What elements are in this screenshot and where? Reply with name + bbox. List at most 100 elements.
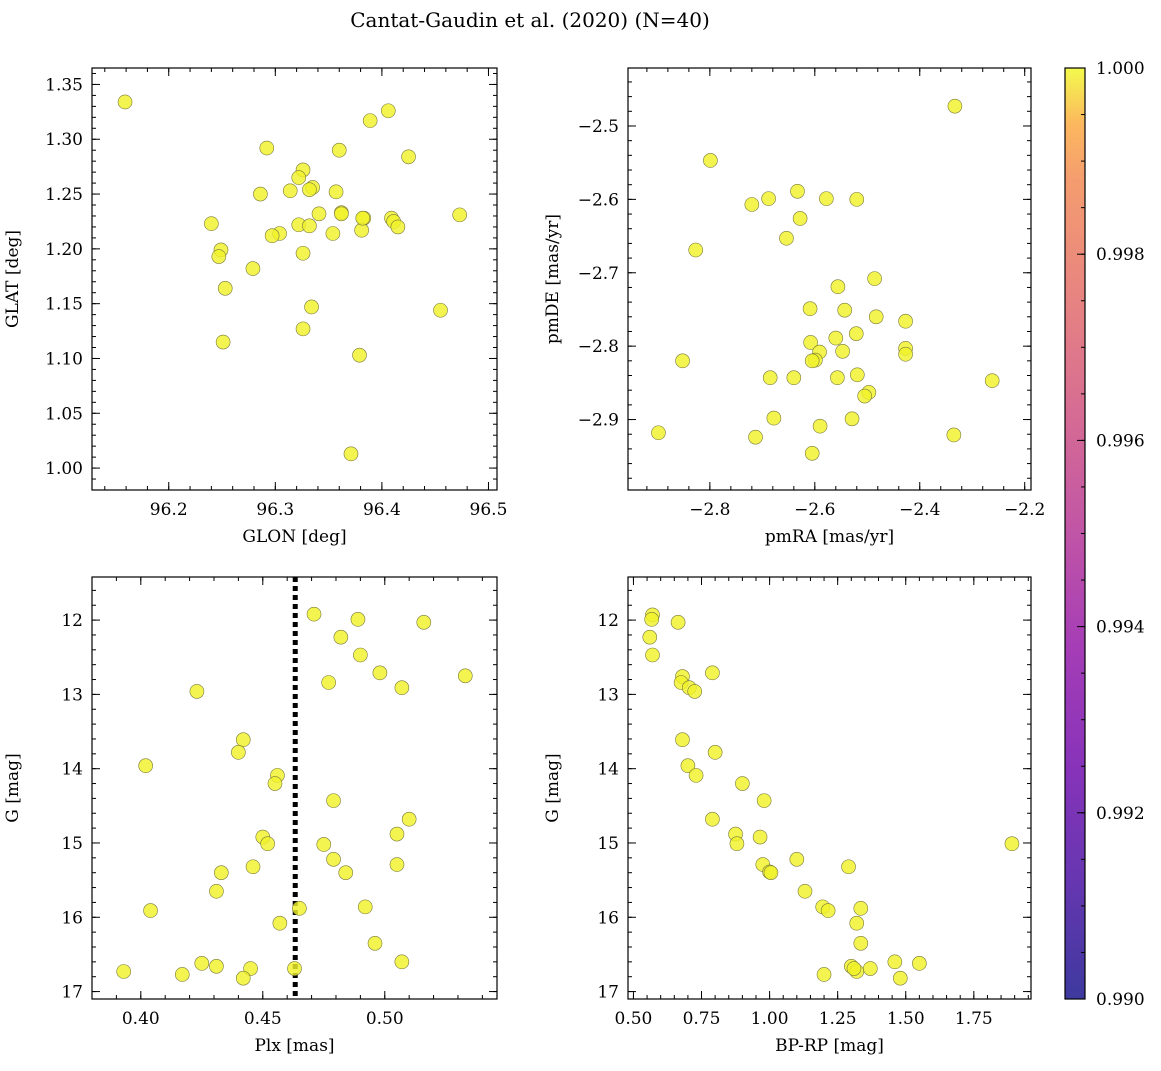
x-tick-label: 96.3 xyxy=(256,500,294,520)
colorbar-ticks: 0.990 0.992 0.994 0.996 0.998 1.000 xyxy=(1077,59,1145,1010)
colorbar-tick-label: 0.990 xyxy=(1096,990,1145,1010)
x-tick-label: 0.40 xyxy=(122,1009,160,1029)
y-tick-label: 12 xyxy=(61,611,83,631)
data-point xyxy=(729,836,745,852)
y-tick-label: −2.8 xyxy=(578,337,619,357)
data-point xyxy=(984,373,1000,388)
data-point xyxy=(353,647,368,663)
data-point xyxy=(752,829,768,845)
data-point xyxy=(401,811,417,827)
data-point xyxy=(326,852,341,867)
plot-frame xyxy=(91,67,498,491)
data-point xyxy=(735,776,750,791)
data-point xyxy=(892,970,908,986)
plot-frame xyxy=(627,576,1032,1000)
colorbar-tick-label: 0.992 xyxy=(1096,804,1145,824)
data-point xyxy=(688,768,704,783)
data-point xyxy=(744,197,760,212)
data-point xyxy=(766,410,782,426)
data-point xyxy=(947,98,963,114)
data-point xyxy=(853,935,869,951)
data-point xyxy=(259,140,275,156)
x-axis-label: pmRA [mas/yr] xyxy=(765,527,894,547)
x-tick-label: 1.75 xyxy=(955,1009,993,1029)
data-point xyxy=(898,313,913,329)
data-point xyxy=(452,207,467,223)
data-point xyxy=(670,615,686,630)
data-point xyxy=(334,206,349,222)
data-point xyxy=(357,899,373,915)
chart-title: Cantat-Gaudin et al. (2020) (N=40) xyxy=(350,8,710,32)
data-point xyxy=(260,836,275,852)
data-point xyxy=(705,811,720,827)
panel-cmd: 0.50 0.75 1.00 1.25 1.50 1.75 12 13 14 15 16 17 BP-R… xyxy=(543,576,1032,1056)
data-point xyxy=(390,219,406,235)
data-point xyxy=(853,901,869,916)
y-tick-label: 15 xyxy=(61,834,83,854)
data-point xyxy=(321,675,336,690)
data-point xyxy=(304,299,319,315)
data-point xyxy=(211,249,227,264)
data-point xyxy=(362,113,378,128)
data-point xyxy=(675,353,690,369)
x-tick-label: 0.45 xyxy=(244,1009,282,1029)
data-point xyxy=(762,370,778,386)
y-tick-label: 12 xyxy=(597,611,619,631)
y-tick-label: 1.05 xyxy=(45,404,83,424)
y-tick-label: 1.20 xyxy=(45,240,83,260)
panel-plx: 0.40 0.45 0.50 12 13 14 15 16 17 Plx [mas] G [mag] xyxy=(3,576,498,1056)
data-point xyxy=(786,370,802,386)
y-tick-label: 17 xyxy=(61,983,83,1003)
data-point xyxy=(707,745,723,760)
data-point xyxy=(331,142,347,158)
data-point xyxy=(830,370,845,386)
data-point xyxy=(820,903,836,918)
y-tick-label: 1.35 xyxy=(45,75,83,95)
data-point xyxy=(804,353,820,369)
data-point xyxy=(457,668,473,684)
y-axis-label: pmDE [mas/yr] xyxy=(543,214,563,344)
x-axis-label: BP-RP [mag] xyxy=(775,1036,884,1056)
x-tick-label: 0.75 xyxy=(683,1009,721,1029)
data-point xyxy=(789,852,805,867)
x-tick-label: 1.25 xyxy=(819,1009,857,1029)
y-tick-label: 1.00 xyxy=(45,459,83,479)
data-point xyxy=(868,309,884,325)
data-point xyxy=(245,859,261,875)
data-point xyxy=(756,793,772,808)
data-point xyxy=(830,279,846,295)
y-axis-label: G [mag] xyxy=(3,753,23,822)
data-point xyxy=(912,956,927,971)
data-point xyxy=(295,321,311,337)
data-point xyxy=(416,615,432,630)
y-tick-label: 1.10 xyxy=(45,349,83,369)
y-tick-label: 13 xyxy=(597,685,619,705)
data-point xyxy=(138,758,153,774)
y-tick-label: −2.9 xyxy=(578,411,619,431)
data-point xyxy=(380,103,396,119)
y-tick-label: 16 xyxy=(597,908,619,928)
data-point xyxy=(215,334,231,350)
data-point xyxy=(189,684,205,699)
data-point xyxy=(841,859,856,875)
colorbar: 0.990 0.992 0.994 0.996 0.998 1.000 xyxy=(1064,59,1145,1010)
data-point xyxy=(295,245,311,261)
data-point xyxy=(214,865,229,880)
data-point xyxy=(857,388,872,404)
data-point xyxy=(352,347,367,363)
data-point xyxy=(887,954,903,970)
y-tick-label: 16 xyxy=(61,908,83,928)
data-point xyxy=(828,330,844,346)
colorbar-gradient xyxy=(1065,68,1085,999)
data-point xyxy=(797,883,813,899)
y-tick-label: 13 xyxy=(61,685,83,705)
data-point xyxy=(761,191,776,206)
data-point xyxy=(844,411,860,427)
data-point xyxy=(848,326,864,341)
data-point xyxy=(748,429,763,445)
data-point xyxy=(644,612,659,627)
data-point xyxy=(394,954,410,970)
x-tick-label: 0.50 xyxy=(615,1009,653,1029)
data-point xyxy=(835,343,850,359)
data-point xyxy=(267,776,283,791)
